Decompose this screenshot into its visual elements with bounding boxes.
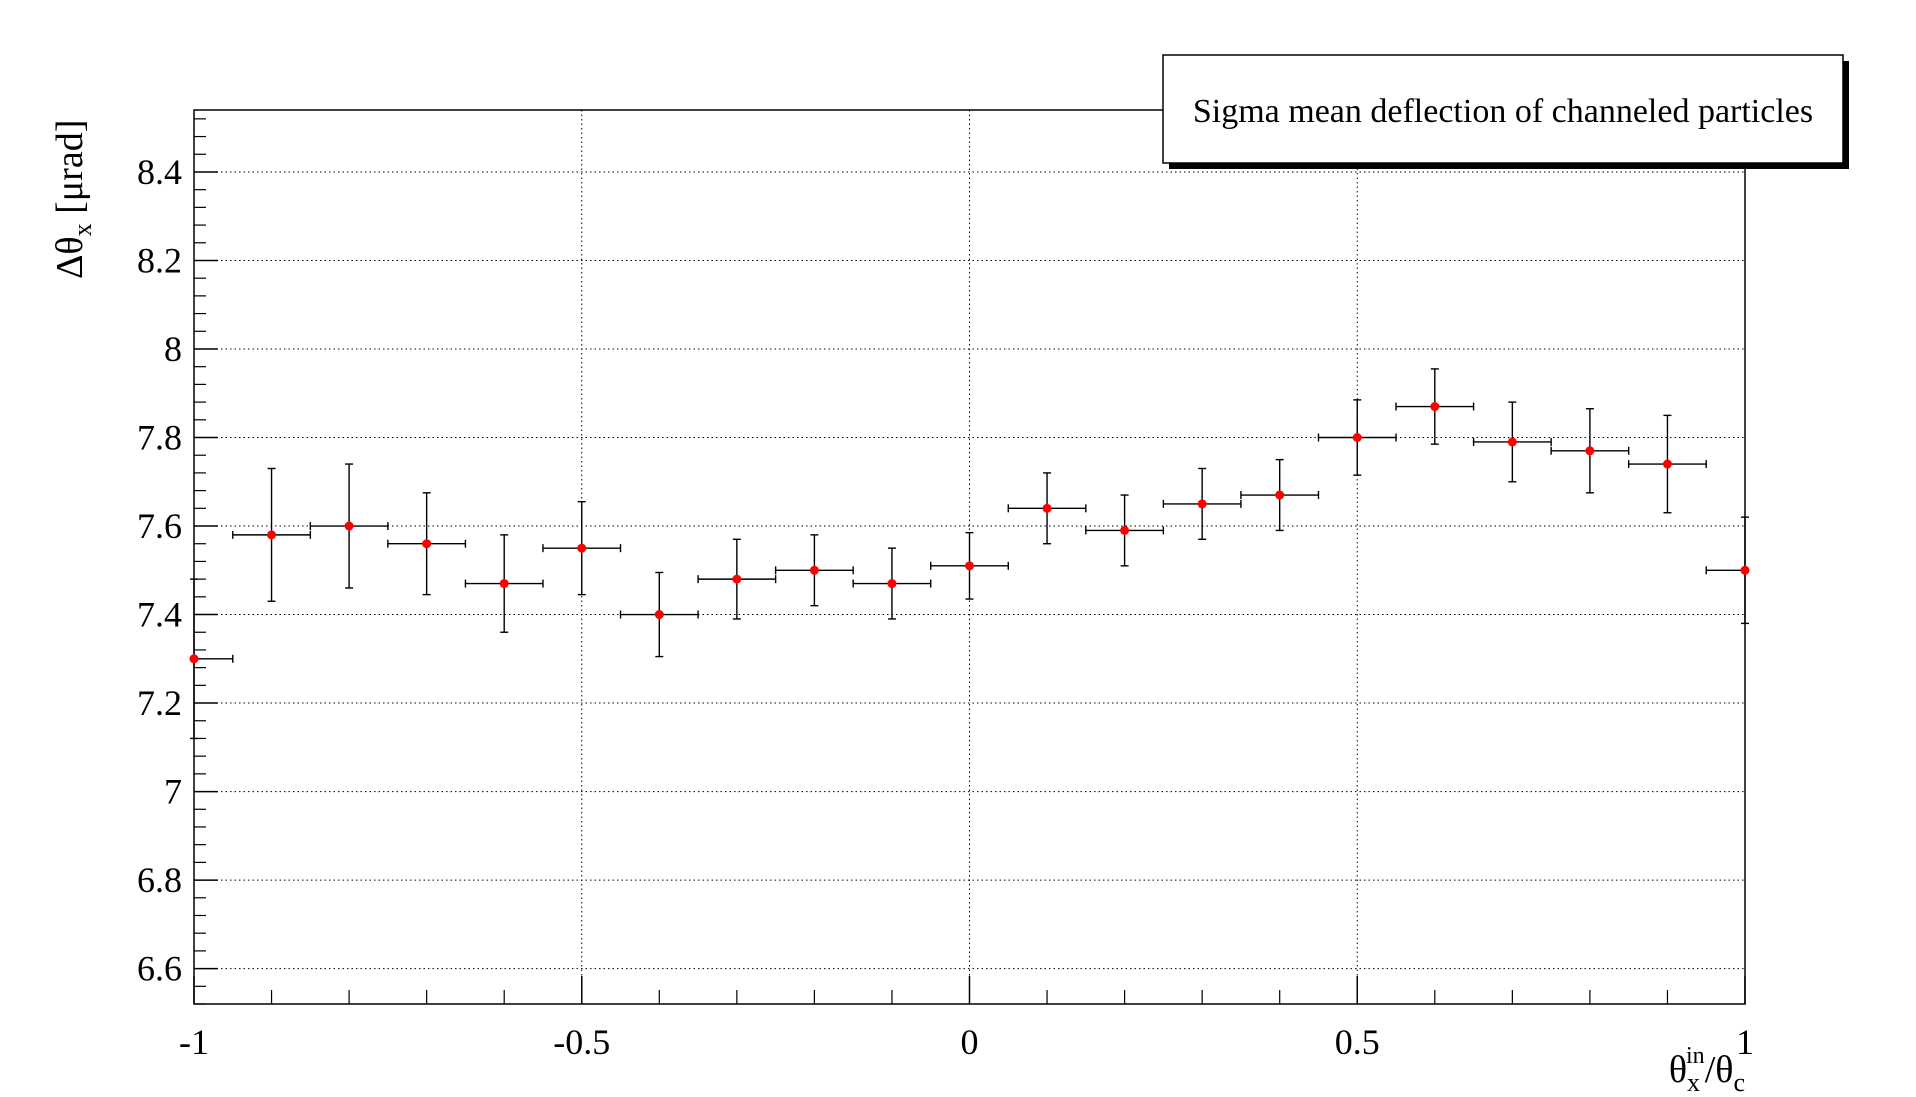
point-marker: [422, 539, 432, 549]
data-point: [387, 492, 467, 596]
x-tick-label: -1: [179, 1022, 209, 1062]
axis-ticks: [193, 118, 1746, 1005]
x-axis-title-sub: x: [1687, 1068, 1700, 1097]
data-point: [852, 547, 932, 620]
point-marker: [1430, 402, 1440, 412]
x-tick-label: -0.5: [553, 1022, 610, 1062]
point-marker: [1585, 446, 1595, 456]
data-point: [1240, 458, 1320, 532]
y-axis-title-rest: [μrad]: [49, 120, 91, 224]
y-tick-label: 8.2: [137, 240, 182, 280]
point-marker: [1275, 490, 1285, 500]
point-marker: [1662, 459, 1672, 469]
x-axis-title-base: θ: [1669, 1049, 1687, 1091]
data-point: [930, 531, 1009, 600]
data-points: [189, 368, 1750, 740]
y-axis-title-sub: x: [68, 223, 97, 236]
data-point: [309, 463, 389, 589]
y-tick-label: 6.8: [137, 860, 182, 900]
data-point: [619, 571, 699, 658]
data-point: [1085, 494, 1165, 567]
svg-text:θxin/θc: θxin/θc: [1669, 1043, 1745, 1097]
legend-box: Sigma mean deflection of channeled parti…: [1162, 54, 1849, 169]
point-marker: [344, 521, 354, 531]
point-marker: [577, 543, 587, 553]
x-tick-label: 0: [961, 1022, 979, 1062]
data-point: [1162, 467, 1242, 540]
data-point: [232, 467, 312, 602]
point-marker: [1740, 565, 1750, 575]
y-tick-label: 7.2: [137, 683, 182, 723]
y-tick-label: 7.4: [137, 595, 182, 635]
point-marker: [499, 579, 509, 589]
point-marker: [267, 530, 277, 540]
data-point: [464, 534, 544, 633]
point-marker: [965, 561, 974, 571]
legend-label: Sigma mean deflection of channeled parti…: [1193, 93, 1813, 130]
x-axis-title-rest-sub: c: [1733, 1068, 1745, 1097]
point-marker: [1042, 503, 1052, 513]
point-marker: [1197, 499, 1207, 509]
data-point: [1705, 516, 1750, 625]
point-marker: [732, 574, 742, 584]
data-point: [774, 534, 854, 607]
data-point: [1627, 414, 1707, 514]
y-tick-label: 8.4: [137, 152, 182, 192]
data-point: [1007, 472, 1087, 545]
y-tick-label: 6.6: [137, 949, 182, 989]
y-tick-label: 7.6: [137, 506, 182, 546]
point-marker: [654, 610, 664, 620]
data-point: [1395, 368, 1475, 445]
data-point: [189, 578, 234, 740]
point-marker: [1507, 437, 1517, 447]
point-marker: [809, 565, 819, 575]
point-marker: [1352, 433, 1362, 443]
data-point: [1317, 399, 1397, 476]
svg-text:Δθx [μrad]: Δθx [μrad]: [49, 120, 97, 279]
y-tick-label: 7.8: [137, 418, 182, 458]
x-axis-title-rest-base: /θ: [1705, 1049, 1734, 1091]
data-point: [1472, 401, 1552, 483]
x-axis-title: θxin/θc: [1669, 1043, 1745, 1097]
x-tick-label: 0.5: [1335, 1022, 1380, 1062]
y-axis-title: Δθx [μrad]: [49, 120, 97, 279]
data-point: [697, 538, 777, 620]
x-axis-title-sup: in: [1686, 1043, 1705, 1069]
x-tick-label: 1: [1736, 1022, 1754, 1062]
y-axis-title-base: Δθ: [49, 236, 91, 279]
y-tick-label: 7: [164, 772, 182, 812]
tick-labels: -1 -0.5 0 0.5 1 6.6 6.8 7 7.2 7.4 7.6 7.8 8 8.2 8.4: [137, 152, 1754, 1062]
data-point: [1550, 408, 1630, 494]
y-tick-label: 8: [164, 329, 182, 369]
point-marker: [1120, 525, 1130, 535]
point-marker: [189, 654, 199, 664]
point-marker: [887, 579, 897, 589]
data-point: [542, 500, 622, 596]
